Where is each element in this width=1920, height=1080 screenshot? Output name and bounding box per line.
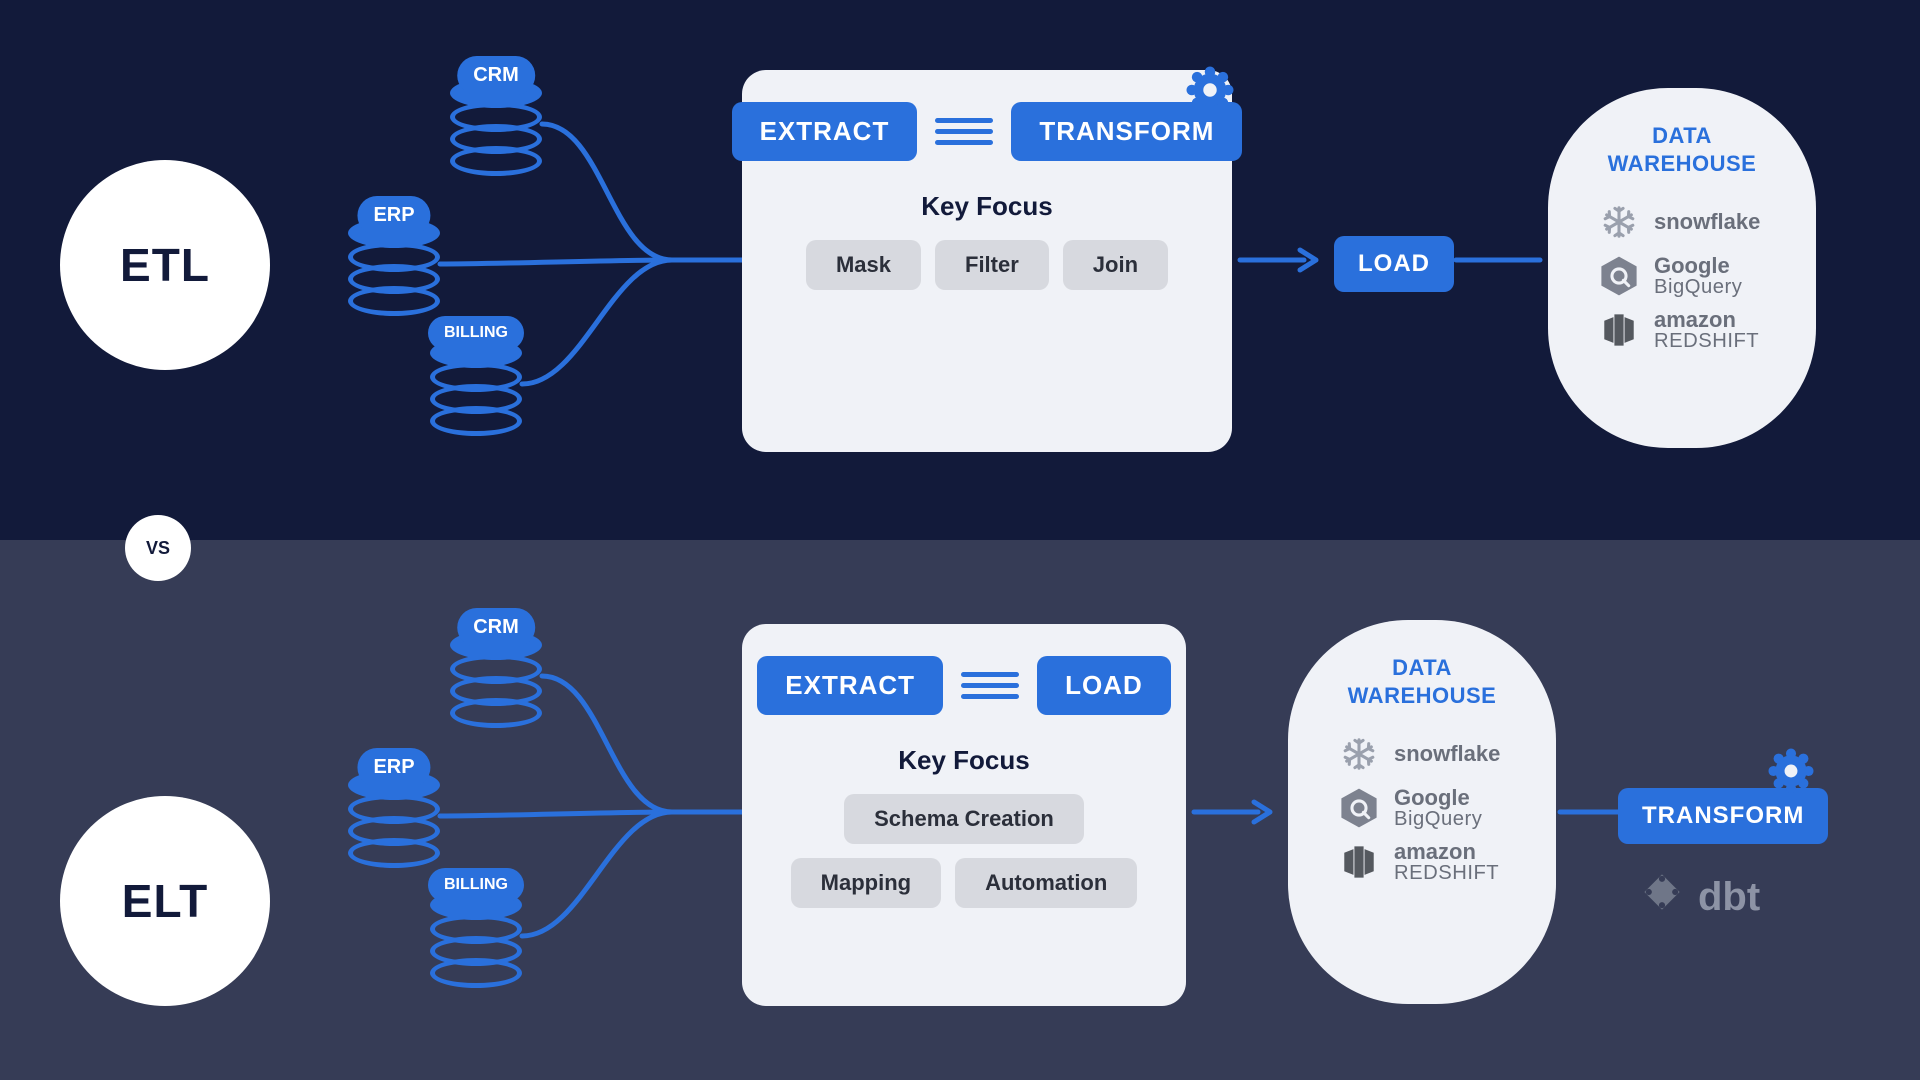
vs-badge: VS xyxy=(125,515,191,581)
gear-icon xyxy=(1186,66,1234,114)
bigquery-icon xyxy=(1596,253,1642,299)
redshift-icon xyxy=(1596,307,1642,353)
chip: Join xyxy=(1063,240,1168,290)
focus-panel: EXTRACTLOADKey FocusSchema CreationMappi… xyxy=(742,624,1186,1006)
chip: Filter xyxy=(935,240,1049,290)
data-warehouse: DATAWAREHOUSE snowflake GoogleBigQuery am… xyxy=(1288,620,1556,1004)
flow-label-text: ETL xyxy=(120,238,210,292)
key-focus-title: Key Focus xyxy=(778,191,1196,222)
gear-icon xyxy=(1768,748,1814,794)
warehouse-item-snowflake: snowflake xyxy=(1578,195,1786,249)
arrow xyxy=(1194,792,1272,832)
snowflake-icon xyxy=(1596,199,1642,245)
etl-section: ETLCRMERPBILLINGEXTRACTTRANSFORM Key Foc… xyxy=(0,0,1920,540)
warehouse-item-snowflake: snowflake xyxy=(1318,727,1526,781)
chip: Automation xyxy=(955,858,1137,908)
source-label: BILLING xyxy=(428,316,524,350)
vs-label: VS xyxy=(146,538,170,559)
dbt-label: dbt xyxy=(1640,870,1760,924)
bigquery-icon xyxy=(1336,785,1382,831)
source-label: CRM xyxy=(457,56,535,95)
source-label: BILLING xyxy=(428,868,524,902)
focus-panel: EXTRACTTRANSFORM Key Focus Mask Filter Join xyxy=(742,70,1232,452)
warehouse-title: DATAWAREHOUSE xyxy=(1318,654,1526,709)
pill-extract: EXTRACT xyxy=(732,102,918,161)
warehouse-item-label: GoogleBigQuery xyxy=(1654,254,1742,298)
step-load: LOAD xyxy=(1334,236,1454,292)
source-billing: BILLING xyxy=(430,320,522,424)
flow-label-elt: ELT xyxy=(60,796,270,1006)
warehouse-item-label: snowflake xyxy=(1654,210,1760,233)
warehouse-item-google: GoogleBigQuery xyxy=(1318,781,1526,835)
source-erp: ERP xyxy=(348,752,440,856)
pill-extract: EXTRACT xyxy=(757,656,943,715)
chip: Schema Creation xyxy=(844,794,1084,844)
chip: Mapping xyxy=(791,858,941,908)
key-focus-title: Key Focus xyxy=(778,745,1150,776)
arrow xyxy=(1560,792,1618,832)
pill-b: LOAD xyxy=(1037,656,1171,715)
warehouse-item-google: GoogleBigQuery xyxy=(1578,249,1786,303)
source-crm: CRM xyxy=(450,612,542,716)
source-label: ERP xyxy=(357,748,430,787)
pill-row: EXTRACTTRANSFORM xyxy=(778,102,1196,161)
arrow xyxy=(1240,240,1318,280)
cylinder-icon xyxy=(430,890,522,976)
equals-icon xyxy=(961,672,1019,699)
arrow xyxy=(1456,240,1540,280)
source-erp: ERP xyxy=(348,200,440,304)
chip: Mask xyxy=(806,240,921,290)
source-crm: CRM xyxy=(450,60,542,164)
warehouse-item-label: snowflake xyxy=(1394,742,1500,765)
equals-icon xyxy=(935,118,993,145)
source-billing: BILLING xyxy=(430,872,522,976)
cylinder-icon xyxy=(430,338,522,424)
flow-label-etl: ETL xyxy=(60,160,270,370)
snowflake-icon xyxy=(1336,731,1382,777)
source-label: CRM xyxy=(457,608,535,647)
dbt-text: dbt xyxy=(1698,875,1760,920)
flow-label-text: ELT xyxy=(122,874,208,928)
warehouse-item-label: amazonREDSHIFT xyxy=(1654,308,1759,352)
pill-row: EXTRACTLOAD xyxy=(778,656,1150,715)
elt-section: ELTCRMERPBILLINGEXTRACTLOADKey FocusSche… xyxy=(0,540,1920,1080)
step-transform: TRANSFORM xyxy=(1618,788,1828,844)
dbt-icon xyxy=(1640,870,1684,924)
warehouse-item-label: GoogleBigQuery xyxy=(1394,786,1482,830)
chips: Schema Creation Mapping Automation xyxy=(778,794,1150,908)
chips: Mask Filter Join xyxy=(778,240,1196,290)
source-label: ERP xyxy=(357,196,430,235)
data-warehouse: DATAWAREHOUSE snowflake GoogleBigQuery am… xyxy=(1548,88,1816,448)
warehouse-item-label: amazonREDSHIFT xyxy=(1394,840,1499,884)
warehouse-item-amazon: amazonREDSHIFT xyxy=(1578,303,1786,357)
redshift-icon xyxy=(1336,839,1382,885)
warehouse-item-amazon: amazonREDSHIFT xyxy=(1318,835,1526,889)
warehouse-title: DATAWAREHOUSE xyxy=(1578,122,1786,177)
